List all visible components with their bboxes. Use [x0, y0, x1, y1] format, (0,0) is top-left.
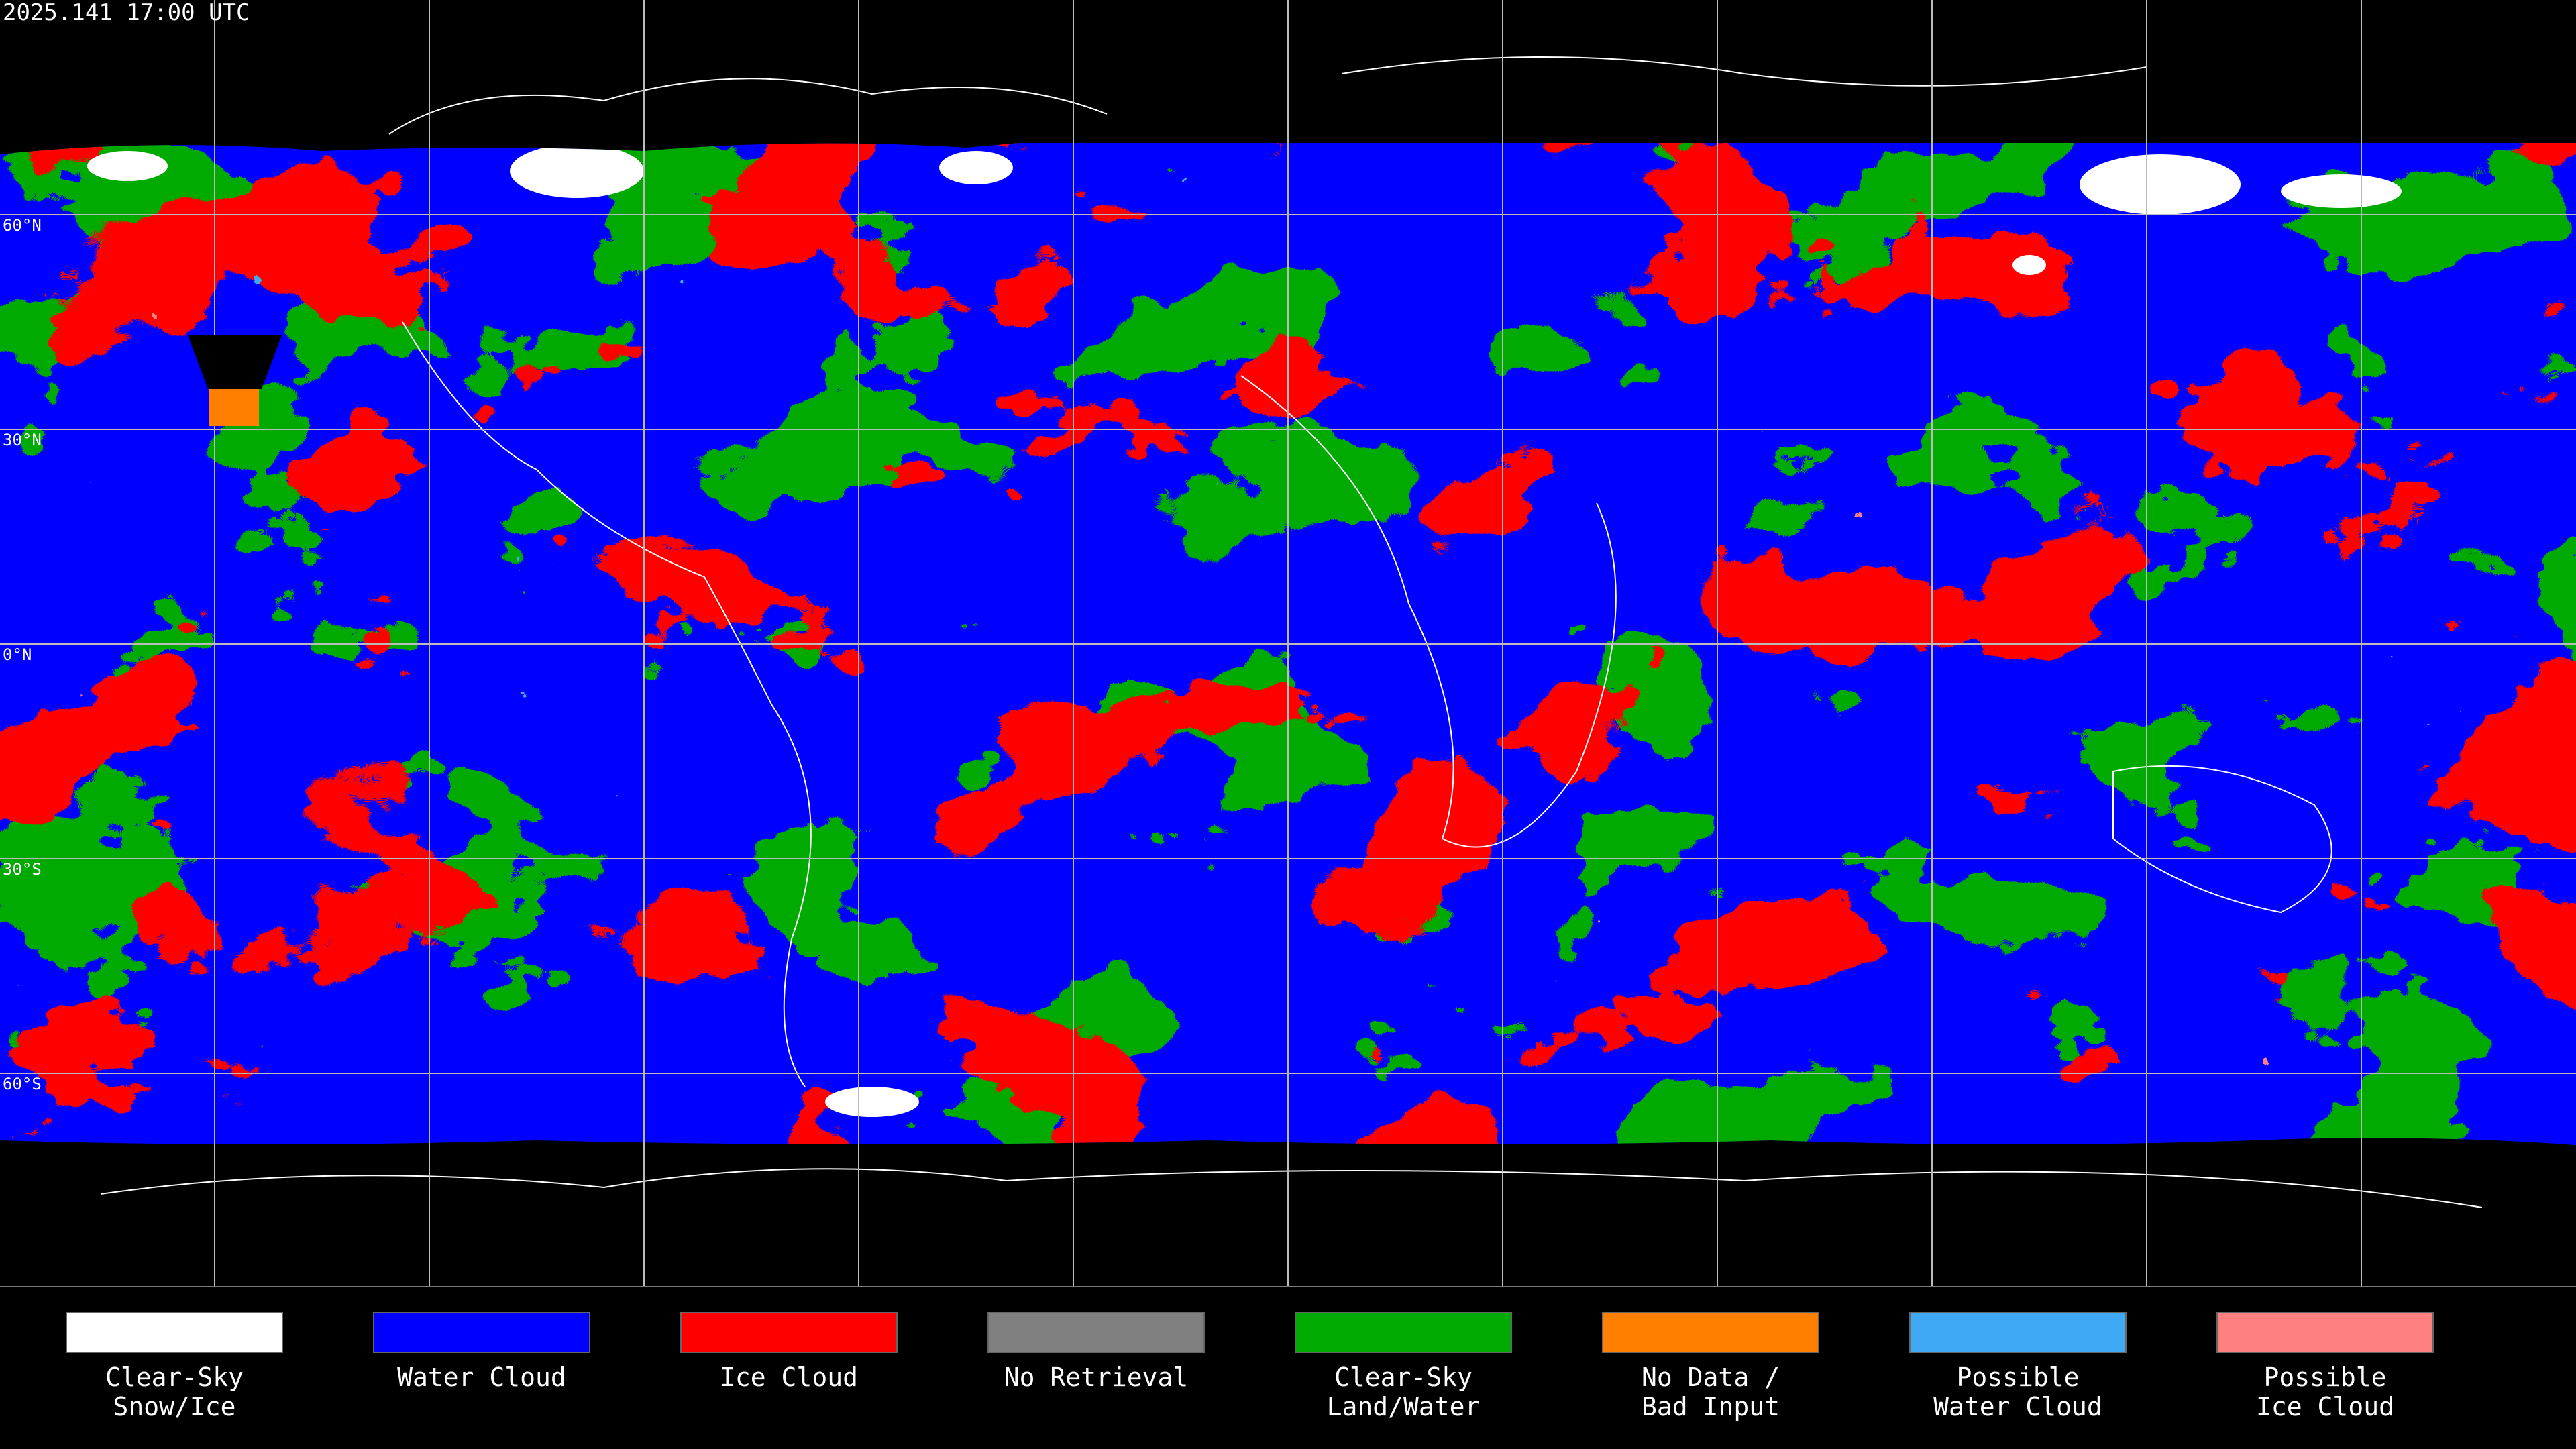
timestamp: 2025.141 17:00 UTC — [3, 0, 250, 26]
snow-ice-patch — [510, 144, 644, 198]
legend-label: Water Cloud — [397, 1362, 566, 1392]
legend-label: Land/Water — [1327, 1392, 1481, 1421]
no-data-patch — [188, 335, 282, 389]
legend-label: No Data / — [1642, 1362, 1780, 1392]
coast-africa — [1240, 375, 1617, 848]
snow-ice-patch — [2080, 154, 2241, 215]
coastlines — [100, 56, 2483, 1208]
snow-ice-patch — [939, 151, 1013, 184]
legend-swatch — [373, 1312, 590, 1353]
graticule — [0, 0, 2576, 1287]
snow-ice-patch — [2012, 255, 2046, 275]
latitude-label: 60°S — [3, 1075, 42, 1093]
snow-ice-patch — [2281, 174, 2402, 208]
snow-ice-patch — [825, 1087, 919, 1117]
legend-swatch — [680, 1312, 898, 1353]
legend-label: Water Cloud — [1933, 1392, 2102, 1421]
coast-americas — [402, 321, 812, 1087]
legend-label: Snow/Ice — [113, 1392, 235, 1421]
legend-swatch — [1295, 1312, 1512, 1353]
bad-input-patch — [209, 389, 259, 426]
legend-label: Clear-Sky — [105, 1362, 244, 1392]
coast-arctic — [1341, 56, 2147, 87]
legend-swatch — [2216, 1312, 2434, 1353]
latitude-labels: 60°N 30°N 0°N 30°S 60°S — [3, 216, 42, 1093]
latitude-label: 30°S — [3, 860, 42, 879]
legend-swatch — [1909, 1312, 2127, 1353]
legend-label: Possible — [2263, 1362, 2386, 1392]
legend-label: Clear-Sky — [1334, 1362, 1472, 1392]
snow-ice-patch — [87, 151, 168, 181]
legend-background — [0, 1287, 2576, 1449]
latitude-label: 30°N — [3, 431, 42, 449]
coast-arctic — [388, 78, 1108, 135]
legend-swatch — [987, 1312, 1205, 1353]
coast-australia — [2112, 765, 2332, 914]
coast-antarctica — [100, 1168, 2483, 1208]
legend-swatch — [66, 1312, 283, 1353]
legend-label: Ice Cloud — [720, 1362, 858, 1392]
legend-label: No Retrieval — [1004, 1362, 1189, 1392]
legend-swatch — [1602, 1312, 1819, 1353]
latitude-label: 0°N — [3, 645, 32, 664]
legend-label: Bad Input — [1642, 1392, 1780, 1421]
latitude-label: 60°N — [3, 216, 42, 235]
legend-label: Ice Cloud — [2256, 1392, 2394, 1421]
legend-label: Possible — [1956, 1362, 2079, 1392]
